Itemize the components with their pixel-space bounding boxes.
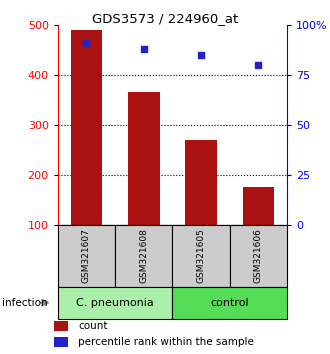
Bar (58, 225, 115, 287)
Bar (71, 30, 102, 225)
Text: count: count (78, 321, 108, 331)
Point (256, 62, 261, 68)
Text: GSM321607: GSM321607 (82, 228, 91, 283)
Text: GSM321606: GSM321606 (254, 228, 263, 283)
Bar (172, 225, 230, 287)
Bar (185, 140, 217, 225)
Point (198, 52, 204, 58)
Bar (115, 225, 172, 287)
Bar (53, 321, 68, 331)
Text: percentile rank within the sample: percentile rank within the sample (78, 337, 254, 347)
Point (141, 46, 147, 52)
Bar (128, 92, 159, 225)
Text: infection: infection (2, 298, 47, 308)
Text: control: control (211, 298, 249, 308)
Bar (230, 225, 287, 287)
Bar (243, 187, 274, 225)
Bar (53, 337, 68, 347)
Text: GSM321608: GSM321608 (139, 228, 148, 283)
Bar (58, 287, 172, 319)
Bar (172, 287, 287, 319)
Text: GSM321605: GSM321605 (197, 228, 206, 283)
Text: C. pneumonia: C. pneumonia (76, 298, 154, 308)
Point (84, 40, 89, 46)
Text: GDS3573 / 224960_at: GDS3573 / 224960_at (92, 12, 238, 25)
